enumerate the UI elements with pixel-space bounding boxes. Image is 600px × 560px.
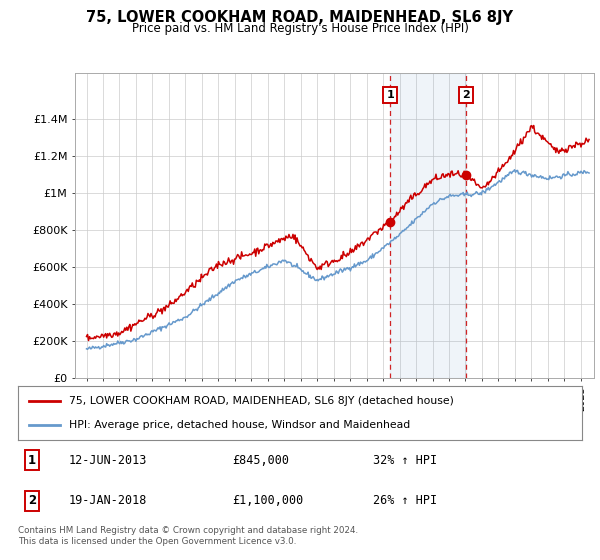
- Text: 2: 2: [463, 90, 470, 100]
- Text: 12-JUN-2013: 12-JUN-2013: [69, 454, 147, 467]
- Text: 2: 2: [28, 494, 36, 507]
- Text: 26% ↑ HPI: 26% ↑ HPI: [373, 494, 437, 507]
- Text: 1: 1: [386, 90, 394, 100]
- Text: 75, LOWER COOKHAM ROAD, MAIDENHEAD, SL6 8JY (detached house): 75, LOWER COOKHAM ROAD, MAIDENHEAD, SL6 …: [69, 396, 454, 406]
- Text: £1,100,000: £1,100,000: [232, 494, 304, 507]
- Text: HPI: Average price, detached house, Windsor and Maidenhead: HPI: Average price, detached house, Wind…: [69, 420, 410, 430]
- Text: 19-JAN-2018: 19-JAN-2018: [69, 494, 147, 507]
- Text: 75, LOWER COOKHAM ROAD, MAIDENHEAD, SL6 8JY: 75, LOWER COOKHAM ROAD, MAIDENHEAD, SL6 …: [86, 10, 514, 25]
- Text: Contains HM Land Registry data © Crown copyright and database right 2024.
This d: Contains HM Land Registry data © Crown c…: [18, 526, 358, 546]
- Bar: [391, 73, 466, 378]
- Text: Price paid vs. HM Land Registry's House Price Index (HPI): Price paid vs. HM Land Registry's House …: [131, 22, 469, 35]
- Text: 1: 1: [28, 454, 36, 467]
- Text: 32% ↑ HPI: 32% ↑ HPI: [373, 454, 437, 467]
- Text: £845,000: £845,000: [232, 454, 289, 467]
